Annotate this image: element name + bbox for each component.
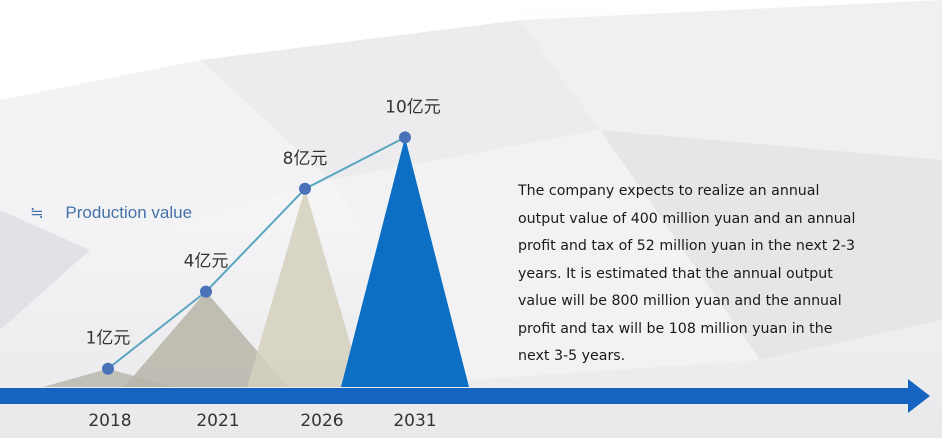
point-2018 <box>102 362 114 375</box>
timeline-arrow-icon <box>908 379 930 413</box>
peak-2026 <box>247 188 363 387</box>
point-2021 <box>200 285 212 298</box>
series-line-production-value <box>107 136 406 370</box>
data-label-2031: 10亿元 <box>385 97 441 117</box>
legend-label: Production value <box>65 203 193 222</box>
tick-label-2031: 2031 <box>393 411 436 431</box>
peak-2021 <box>124 291 288 387</box>
timeline-axis <box>0 388 912 404</box>
point-2031 <box>399 131 411 144</box>
data-label-2021: 4亿元 <box>184 252 229 272</box>
peak-2031 <box>341 137 469 387</box>
point-2026 <box>299 182 311 195</box>
description-text: The company expects to realize an annual… <box>518 183 856 364</box>
tick-label-2018: 2018 <box>88 411 131 431</box>
chart-legend: ≒ Production value <box>30 203 192 223</box>
data-label-2026: 8亿元 <box>283 149 328 169</box>
approx-equal-icon: ≒ <box>30 205 44 222</box>
data-label-2018: 1亿元 <box>86 329 131 349</box>
tick-label-2026: 2026 <box>300 411 343 431</box>
tick-label-2021: 2021 <box>196 411 239 431</box>
